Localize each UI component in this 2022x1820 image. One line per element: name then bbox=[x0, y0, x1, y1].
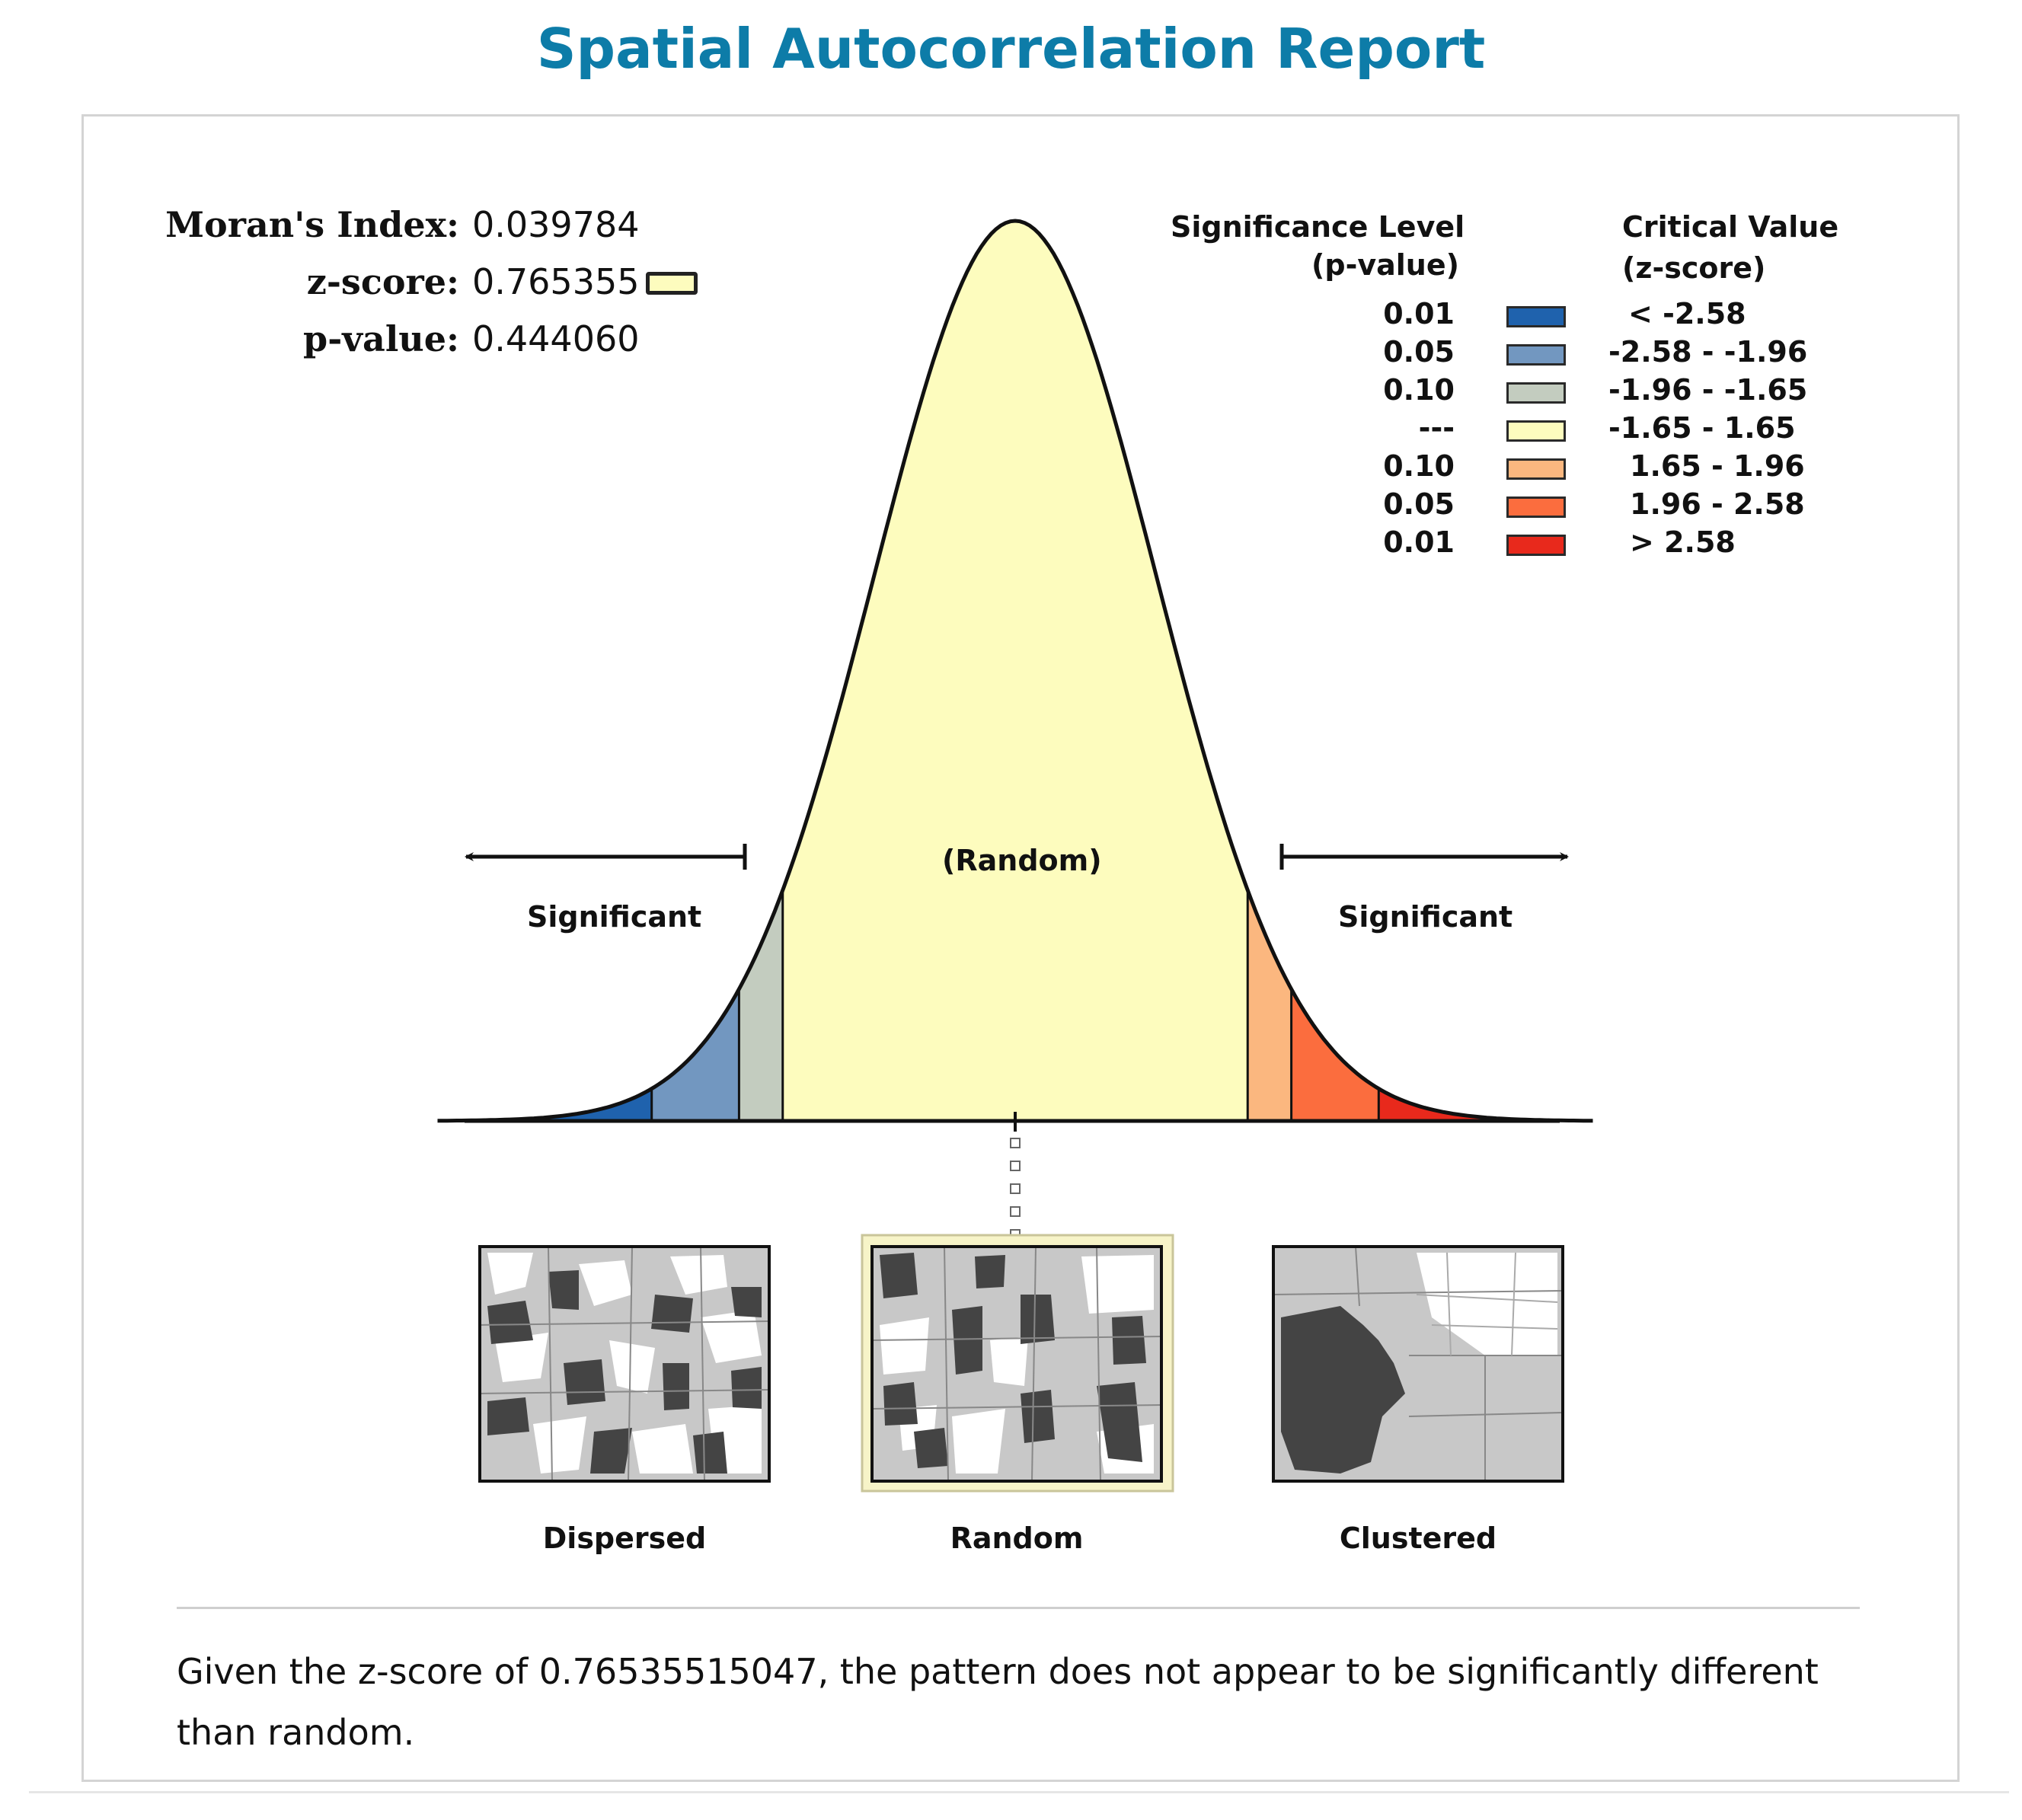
legend-z-range-4: 1.65 - 1.96 bbox=[1630, 449, 1805, 483]
legend-sig-subheader: (p-value) bbox=[1311, 248, 1459, 282]
morans-index-label: Moran's Index: bbox=[165, 204, 459, 245]
significant-right-label: Significant bbox=[1338, 900, 1513, 934]
legend-p-value-3: --- bbox=[1418, 411, 1455, 445]
clustered-label: Clustered bbox=[1339, 1521, 1497, 1555]
legend-crit-subheader: (z-score) bbox=[1622, 251, 1766, 285]
legend-swatch-5 bbox=[1506, 497, 1566, 518]
p-value-label: p-value: bbox=[303, 318, 459, 359]
legend-swatch-2 bbox=[1506, 382, 1566, 404]
legend-swatch-0 bbox=[1506, 306, 1566, 327]
dispersed-label: Dispersed bbox=[542, 1521, 707, 1555]
random-thumbnail bbox=[861, 1234, 1174, 1493]
legend-p-value-6: 0.01 bbox=[1383, 525, 1455, 559]
random-annotation: (Random) bbox=[942, 844, 1102, 877]
summary-text: Given the z-score of 0.76535515047, the … bbox=[177, 1651, 1819, 1753]
clustered-thumbnail bbox=[1272, 1245, 1564, 1483]
legend-swatch-6 bbox=[1506, 535, 1566, 556]
legend-z-range-0: < -2.58 bbox=[1628, 297, 1746, 330]
legend-swatch-4 bbox=[1506, 458, 1566, 480]
curve-region-4 bbox=[1247, 890, 1292, 1121]
significant-left-label: Significant bbox=[527, 900, 702, 934]
curve-region-0 bbox=[452, 1088, 652, 1121]
p-value-value: 0.444060 bbox=[472, 318, 640, 359]
legend-p-value-0: 0.01 bbox=[1383, 297, 1455, 330]
legend-p-value-5: 0.05 bbox=[1383, 487, 1455, 521]
legend-p-value-4: 0.10 bbox=[1383, 449, 1455, 483]
report-title: Spatial Autocorrelation Report bbox=[536, 17, 1486, 81]
connector-dot bbox=[1010, 1183, 1021, 1194]
legend-z-range-5: 1.96 - 2.58 bbox=[1630, 487, 1805, 521]
legend-z-range-2: -1.96 - -1.65 bbox=[1608, 373, 1808, 407]
dispersed-thumbnail bbox=[478, 1245, 771, 1483]
morans-index-value: 0.039784 bbox=[472, 204, 640, 245]
curve-outline bbox=[437, 219, 1593, 1123]
legend-z-range-6: > 2.58 bbox=[1630, 525, 1736, 559]
z-score-color-swatch bbox=[646, 272, 698, 295]
curve-region-2 bbox=[739, 890, 783, 1121]
z-score-value: 0.765355 bbox=[472, 261, 640, 302]
legend-sig-header: Significance Level bbox=[1171, 210, 1465, 244]
connector-dot bbox=[1010, 1138, 1021, 1148]
connector-dot bbox=[1010, 1206, 1021, 1217]
legend-crit-header: Critical Value bbox=[1622, 210, 1839, 244]
legend-p-value-2: 0.10 bbox=[1383, 373, 1455, 407]
summary-separator bbox=[177, 1607, 1860, 1609]
curve-region-6 bbox=[1378, 1088, 1579, 1121]
legend-z-range-1: -2.58 - -1.96 bbox=[1608, 335, 1808, 369]
legend-swatch-3 bbox=[1506, 420, 1566, 442]
z-score-label: z-score: bbox=[306, 261, 459, 302]
bottom-rule bbox=[29, 1791, 2009, 1793]
curve-region-3 bbox=[782, 221, 1248, 1121]
legend-p-value-1: 0.05 bbox=[1383, 335, 1455, 369]
legend-swatch-1 bbox=[1506, 344, 1566, 366]
random-label: Random bbox=[950, 1521, 1084, 1555]
legend-z-range-3: -1.65 - 1.65 bbox=[1608, 411, 1796, 445]
connector-dot bbox=[1010, 1161, 1021, 1171]
